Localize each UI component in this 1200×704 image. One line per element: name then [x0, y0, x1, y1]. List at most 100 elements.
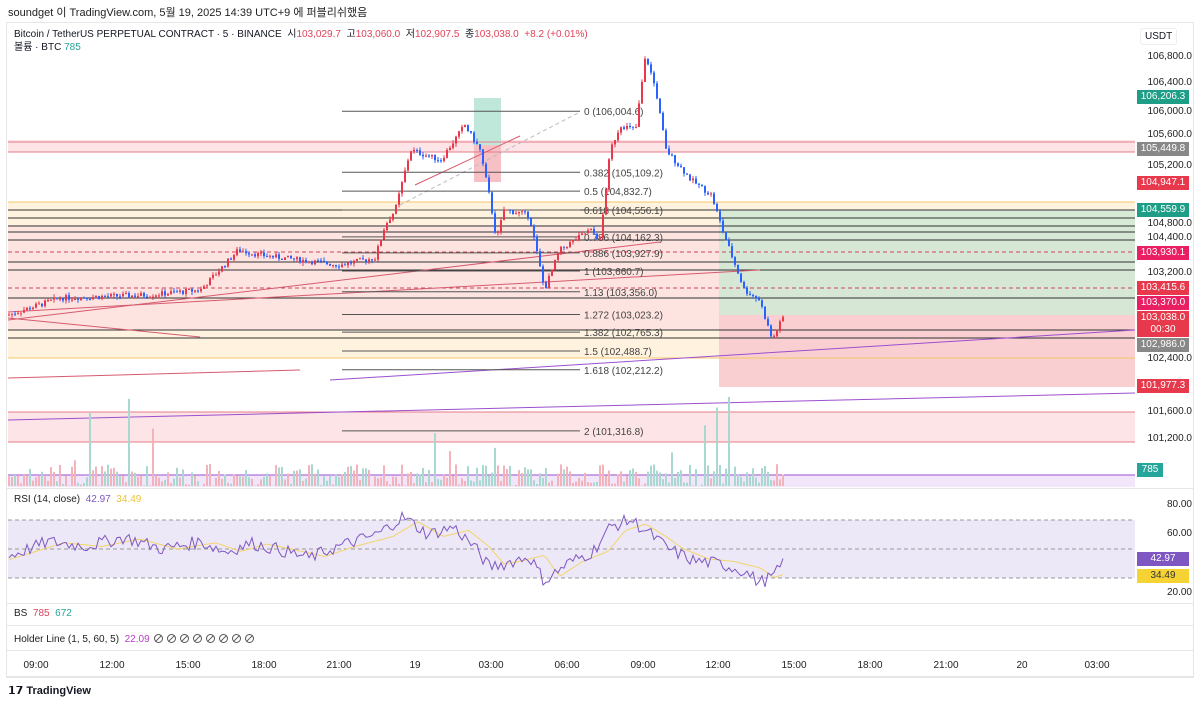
candle-body: [689, 174, 691, 181]
volume-bar: [425, 482, 427, 486]
candle-body: [59, 298, 61, 300]
resistance-zone: [8, 140, 1135, 152]
disabled-plot-icon[interactable]: [231, 634, 241, 643]
candle-body: [758, 298, 760, 301]
candle-body: [98, 296, 100, 299]
time-tick: 09:00: [23, 660, 49, 671]
volume-bar: [548, 482, 550, 486]
disabled-plot-icon[interactable]: [166, 634, 176, 643]
rsi-label[interactable]: RSI (14, close): [14, 494, 81, 505]
candle-body: [569, 242, 571, 248]
volume-bar: [329, 475, 331, 486]
candle-body: [767, 319, 769, 326]
volume-bar: [119, 476, 121, 486]
rsi-tick: 60.00: [1166, 528, 1192, 540]
candle-body: [428, 155, 430, 157]
time-tick: 18:00: [251, 660, 277, 671]
candle-body: [224, 266, 226, 268]
volume-bar: [302, 480, 304, 486]
disabled-plot-icon[interactable]: [179, 634, 189, 643]
candle-body: [626, 126, 628, 129]
volume-bar: [644, 483, 646, 486]
volume-bar: [680, 470, 682, 486]
volume-bar: [233, 474, 235, 486]
candle-body: [629, 126, 631, 128]
candle-body: [764, 306, 766, 320]
time-tick: 21:00: [326, 660, 352, 671]
trend-line: [7, 317, 201, 338]
volume-bar: [764, 466, 766, 486]
disabled-plot-icon[interactable]: [205, 634, 215, 643]
candle-body: [623, 127, 625, 129]
candle-body: [248, 253, 250, 255]
pane-divider[interactable]: [7, 488, 1193, 489]
tradingview-logo[interactable]: 𝟭𝟳 TradingView: [8, 684, 91, 697]
volume-bar: [650, 465, 652, 486]
rsi-legend: RSI (14, close) 42.97 34.49: [14, 494, 141, 505]
volume-bar: [32, 480, 34, 486]
volume-bar: [74, 460, 76, 486]
volume-bar: [179, 477, 181, 486]
candle-body: [770, 325, 772, 337]
volume-bar: [761, 468, 763, 486]
volume-bar: [743, 481, 745, 486]
candle-body: [548, 275, 550, 289]
volume-bar: [95, 466, 97, 486]
volume-bar: [428, 469, 430, 486]
currency-button[interactable]: USDT: [1140, 28, 1178, 45]
candle-body: [680, 165, 682, 168]
candle-body: [695, 178, 697, 184]
candle-body: [182, 290, 184, 294]
candle-body: [422, 154, 424, 157]
volume-bar: [29, 468, 31, 486]
volume-bar: [647, 471, 649, 486]
volume-bar: [104, 471, 106, 486]
pane-divider[interactable]: [7, 603, 1193, 604]
candle-body: [275, 254, 277, 258]
time-tick: 21:00: [933, 660, 959, 671]
volume-bar: [752, 468, 754, 486]
disabled-plot-icon[interactable]: [153, 634, 163, 643]
volume-bar: [107, 464, 109, 486]
candle-body: [287, 255, 289, 258]
fib-label: 1.618 (102,212.2): [584, 366, 663, 377]
candle-body: [584, 233, 586, 235]
volume-bar: [521, 472, 523, 486]
rsi-ma-value: 34.49: [116, 494, 142, 505]
bs-label[interactable]: BS: [14, 608, 28, 619]
candle-body: [632, 126, 634, 128]
candle-body: [653, 72, 655, 84]
volume-bar: [773, 480, 775, 486]
candle-body: [386, 223, 388, 230]
volume-bar: [608, 470, 610, 486]
volume-bar: [710, 478, 712, 486]
pane-divider[interactable]: [7, 625, 1193, 626]
holder-label[interactable]: Holder Line (1, 5, 60, 5): [14, 634, 120, 645]
disabled-plot-icon[interactable]: [244, 634, 254, 643]
candle-body: [188, 288, 190, 290]
holder-band: [8, 475, 1135, 487]
candle-body: [539, 251, 541, 267]
candle-body: [614, 140, 616, 145]
volume-bar: [479, 480, 481, 486]
fib-label: 1.272 (103,023.2): [584, 311, 663, 322]
candle-body: [443, 157, 445, 161]
bs-value-1: 785: [32, 608, 50, 619]
disabled-plot-icon[interactable]: [218, 634, 228, 643]
symbol-name[interactable]: Bitcoin / TetherUS PERPETUAL CONTRACT · …: [14, 29, 282, 40]
candle-body: [359, 258, 361, 260]
candle-body: [608, 159, 610, 190]
volume-bar: [266, 473, 268, 486]
candle-body: [749, 293, 751, 296]
volume-bar: [506, 469, 508, 486]
volume-label[interactable]: 볼륨 · BTC: [14, 42, 62, 53]
volume-bar: [239, 476, 241, 486]
holder-legend: Holder Line (1, 5, 60, 5) 22.09: [14, 634, 254, 645]
volume-bar: [704, 425, 706, 486]
candle-body: [572, 239, 574, 243]
candle-body: [491, 192, 493, 214]
disabled-plot-icon[interactable]: [192, 634, 202, 643]
candle-body: [731, 246, 733, 258]
candle-body: [50, 299, 52, 301]
